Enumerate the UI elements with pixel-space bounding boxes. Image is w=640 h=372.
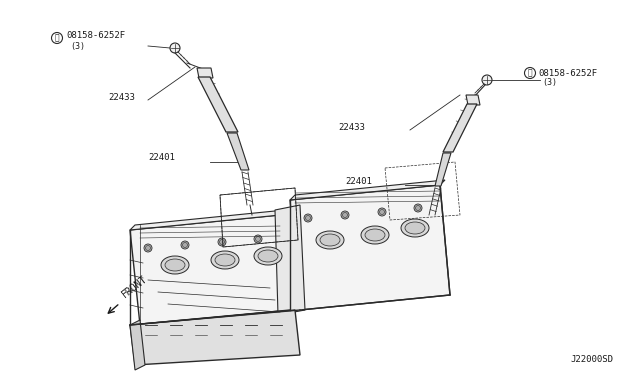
- Text: 08158-6252F: 08158-6252F: [538, 68, 597, 77]
- Circle shape: [145, 246, 150, 250]
- Polygon shape: [130, 310, 300, 365]
- Circle shape: [341, 211, 349, 219]
- Ellipse shape: [405, 222, 425, 234]
- Circle shape: [255, 237, 260, 241]
- Text: ③: ③: [528, 68, 532, 77]
- Ellipse shape: [254, 247, 282, 265]
- Circle shape: [482, 75, 492, 85]
- Ellipse shape: [401, 219, 429, 237]
- Polygon shape: [435, 153, 451, 186]
- Circle shape: [380, 209, 385, 215]
- Ellipse shape: [361, 226, 389, 244]
- Text: 22433: 22433: [108, 93, 135, 102]
- Text: ③: ③: [54, 33, 60, 42]
- Polygon shape: [275, 205, 305, 315]
- Ellipse shape: [258, 250, 278, 262]
- Polygon shape: [130, 210, 285, 230]
- Polygon shape: [466, 95, 480, 105]
- Circle shape: [305, 215, 310, 221]
- Ellipse shape: [365, 229, 385, 241]
- Circle shape: [304, 214, 312, 222]
- Text: (3): (3): [542, 78, 557, 87]
- Ellipse shape: [215, 254, 235, 266]
- Circle shape: [414, 204, 422, 212]
- Circle shape: [170, 43, 180, 53]
- Polygon shape: [443, 104, 477, 152]
- Circle shape: [342, 212, 348, 218]
- Circle shape: [144, 244, 152, 252]
- Circle shape: [415, 205, 420, 211]
- Text: 22401: 22401: [345, 177, 372, 186]
- Polygon shape: [290, 185, 450, 310]
- Ellipse shape: [161, 256, 189, 274]
- Ellipse shape: [320, 234, 340, 246]
- Ellipse shape: [316, 231, 344, 249]
- Ellipse shape: [165, 259, 185, 271]
- Circle shape: [218, 238, 226, 246]
- Circle shape: [378, 208, 386, 216]
- Circle shape: [181, 241, 189, 249]
- Polygon shape: [227, 133, 249, 170]
- Polygon shape: [130, 215, 290, 325]
- Polygon shape: [198, 77, 238, 132]
- Polygon shape: [130, 320, 145, 370]
- Text: FRONT: FRONT: [120, 274, 149, 300]
- Text: J22000SD: J22000SD: [570, 356, 613, 365]
- Text: 22433: 22433: [338, 124, 365, 132]
- Circle shape: [220, 240, 225, 244]
- Ellipse shape: [211, 251, 239, 269]
- Text: 08158-6252F: 08158-6252F: [66, 32, 125, 41]
- Text: (3): (3): [70, 42, 85, 51]
- Text: 22401: 22401: [148, 154, 175, 163]
- Polygon shape: [197, 68, 213, 78]
- Polygon shape: [290, 180, 445, 200]
- Circle shape: [182, 243, 188, 247]
- Circle shape: [254, 235, 262, 243]
